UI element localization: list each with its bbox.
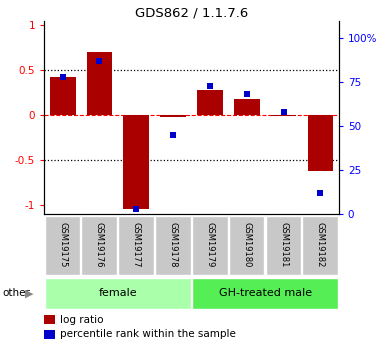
Bar (192, 216, 228, 275)
Bar (44, 330, 55, 339)
Point (170, 132, 176, 138)
Point (317, 190, 323, 196)
Bar (271, 115, 296, 116)
Text: ▶: ▶ (25, 288, 33, 298)
Text: GSM19181: GSM19181 (279, 222, 288, 268)
Bar (229, 216, 264, 275)
Title: GDS862 / 1.1.7.6: GDS862 / 1.1.7.6 (135, 7, 248, 20)
Text: GSM19180: GSM19180 (242, 222, 251, 268)
Text: GH-treated male: GH-treated male (219, 288, 312, 298)
Point (244, 92, 250, 97)
Bar (44, 315, 55, 324)
Bar (45, 216, 80, 275)
Text: percentile rank within the sample: percentile rank within the sample (60, 329, 236, 339)
Bar (234, 99, 259, 115)
Bar (192, 278, 338, 309)
Bar (160, 115, 186, 117)
Bar (302, 216, 338, 275)
Bar (118, 216, 154, 275)
Bar (50, 77, 75, 115)
Point (96, 58, 102, 64)
Text: female: female (99, 288, 137, 298)
Text: other: other (2, 288, 30, 298)
Bar (266, 216, 301, 275)
Text: GSM19182: GSM19182 (316, 222, 325, 268)
Bar (155, 216, 191, 275)
Point (133, 206, 139, 211)
Bar (197, 90, 223, 115)
Point (281, 109, 287, 115)
Bar (124, 115, 149, 209)
Text: GSM19178: GSM19178 (169, 222, 177, 268)
Bar (87, 52, 112, 115)
Bar (308, 115, 333, 171)
Bar (82, 216, 117, 275)
Text: log ratio: log ratio (60, 315, 104, 325)
Text: GSM19177: GSM19177 (132, 222, 141, 268)
Text: GSM19176: GSM19176 (95, 222, 104, 268)
Bar (45, 278, 191, 309)
Point (60, 74, 66, 80)
Text: GSM19175: GSM19175 (58, 222, 67, 268)
Text: GSM19179: GSM19179 (206, 222, 214, 268)
Point (207, 83, 213, 88)
